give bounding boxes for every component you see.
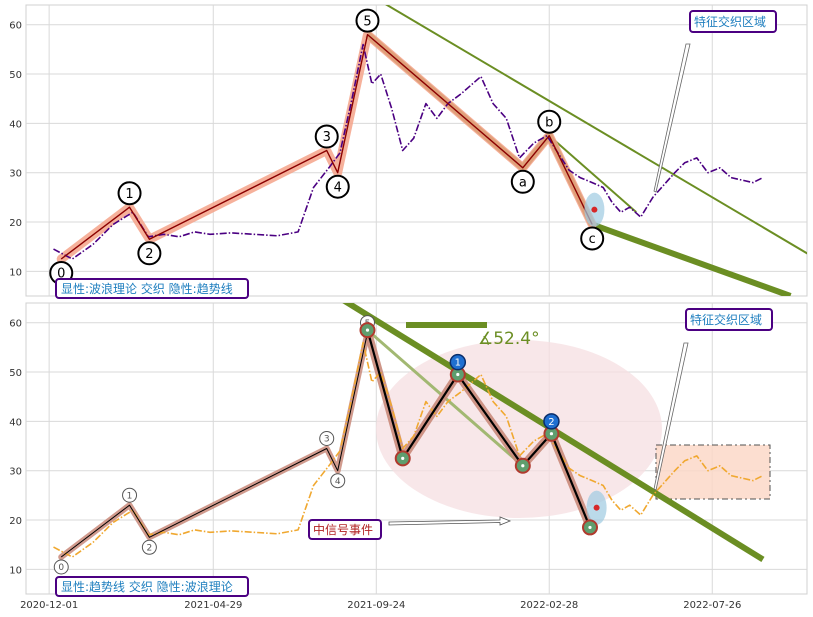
- wave-label-circle: [355, 8, 380, 33]
- y-tick-label: 30: [9, 467, 22, 478]
- top-zone-callout: 特征交织区域: [653, 10, 777, 193]
- top-legend-box: 显性:波浪理论 交织 隐性:趋势线: [55, 278, 249, 299]
- y-tick-label: 40: [9, 417, 22, 428]
- bottom-y-ticks: 10 20 30 40 50 60: [9, 319, 22, 577]
- y-tick-label: 20: [9, 218, 22, 229]
- top-panel: 10 20 30 40 50 60 0 1 2 3 4 5 a b c 显性:波浪理论 交织 隐性:趋势线…: [9, 4, 808, 299]
- y-tick-label: 40: [9, 119, 22, 130]
- bottom-legend-text: 显性:趋势线 交织 隐性:波浪理论: [61, 579, 233, 594]
- wave-label-circle: [510, 169, 535, 194]
- bottom-legend-frame: [55, 576, 249, 597]
- top-wave-line: [60, 33, 593, 260]
- wave-label-c: c: [589, 232, 596, 247]
- wave-line: [60, 33, 593, 260]
- wave-node-dot: [365, 328, 370, 332]
- wave-label-circle: [137, 241, 162, 266]
- top-y-ticks: 10 20 30 40 50 60: [9, 21, 22, 279]
- x-tick-label: 2021-09-24: [347, 600, 405, 611]
- zone-point: [593, 504, 600, 511]
- top-grid: [26, 5, 807, 296]
- wave-label-circle: [325, 174, 350, 199]
- wave-label-circle: [314, 124, 339, 149]
- wave-label-circle: [141, 539, 157, 555]
- wave-label-3: 3: [324, 435, 330, 445]
- top-zone-label-frame: [689, 10, 777, 33]
- y-tick-label: 50: [9, 368, 22, 379]
- wave-label-circle: [319, 431, 335, 446]
- y-tick-label: 60: [9, 21, 22, 32]
- y-tick-label: 30: [9, 169, 22, 180]
- top-wave-labels: 0 1 2 3 4 5 a b c: [49, 8, 605, 286]
- top-zone-label: 特征交织区域: [694, 14, 766, 29]
- wave-node-dot: [549, 432, 554, 436]
- x-tick-label: 2022-02-28: [520, 600, 578, 611]
- bottom-forecast-box: [655, 444, 771, 500]
- marker-circle: [449, 353, 467, 371]
- wave-label-5: 5: [363, 14, 371, 29]
- price-line: [53, 341, 764, 558]
- y-tick-label: 60: [9, 319, 22, 330]
- signal-event-callout: 中信号事件: [308, 516, 512, 540]
- bottom-legend-box: 显性:趋势线 交织 隐性:波浪理论: [55, 576, 249, 597]
- wave-label-3: 3: [323, 130, 331, 145]
- resistance-line: [385, 5, 807, 255]
- x-tick-label: 2021-04-29: [184, 600, 242, 611]
- wave-label-0: 0: [58, 563, 64, 573]
- wave-label-circle: [117, 181, 142, 206]
- bottom-zone-label: 特征交织区域: [690, 312, 762, 327]
- angle-marker-label: ∡52.4°: [478, 329, 540, 349]
- bottom-price-series: [53, 341, 764, 558]
- marker-label-1: 1: [455, 358, 461, 369]
- x-tick-label: 2020-12-01: [20, 600, 78, 611]
- wave-label-circle: [122, 487, 138, 503]
- x-tick-label: 2022-07-26: [683, 600, 741, 611]
- signal-event-label: 中信号事件: [313, 522, 373, 537]
- marker-label-2: 2: [548, 417, 554, 428]
- top-price-series: [53, 43, 764, 260]
- primary-trend-extension: [591, 221, 792, 296]
- marker-circle: [543, 413, 560, 430]
- wave-line: [60, 332, 368, 558]
- bottom-zone-callout: 特征交织区域: [653, 308, 773, 491]
- bottom-wave-line: [60, 329, 592, 558]
- wave-node-dot: [456, 372, 460, 377]
- wave-label-circle: [537, 109, 562, 134]
- wave-label-4: 4: [335, 477, 341, 487]
- wave-label-circle: [53, 559, 69, 575]
- wave-label-1: 1: [125, 187, 133, 202]
- secondary-trend-line: [548, 134, 637, 213]
- wave-label-b: b: [545, 115, 553, 130]
- top-zone-arrow: [653, 43, 691, 193]
- y-tick-label: 10: [9, 565, 22, 576]
- wave-label-0: 0: [57, 267, 65, 282]
- zigzag-line: [366, 329, 592, 528]
- wave-label-circle: [580, 226, 605, 251]
- wave-node-dot: [521, 464, 525, 468]
- wave-node-dot: [401, 456, 405, 460]
- wave-label-2: 2: [145, 247, 153, 262]
- y-tick-label: 20: [9, 516, 22, 527]
- bottom-zone-label-frame: [685, 308, 773, 331]
- price-line: [53, 43, 764, 260]
- signal-event-frame: [308, 519, 382, 540]
- top-legend-frame: [55, 278, 249, 299]
- x-axis-ticks: 2020-12-01 2021-04-29 2021-09-24 2022-02-28…: [20, 600, 741, 611]
- wave-label-2: 2: [147, 544, 153, 554]
- bottom-interweave-zone: [586, 490, 607, 525]
- signal-event-arrow: [388, 516, 512, 526]
- bottom-zone-arrow: [653, 342, 689, 491]
- bottom-wave-nodes: 12: [359, 322, 598, 536]
- top-legend-text: 显性:波浪理论 交织 隐性:趋势线: [61, 281, 233, 296]
- zone-point: [591, 206, 598, 213]
- top-interweave-zone: [584, 192, 605, 227]
- y-tick-label: 50: [9, 70, 22, 81]
- wave-label-1: 1: [127, 491, 133, 501]
- wave-label-a: a: [519, 175, 527, 190]
- y-tick-label: 10: [9, 267, 22, 278]
- wave-label-circle: [330, 473, 346, 489]
- wave-node-dot: [588, 525, 592, 530]
- wave-label-4: 4: [334, 180, 342, 195]
